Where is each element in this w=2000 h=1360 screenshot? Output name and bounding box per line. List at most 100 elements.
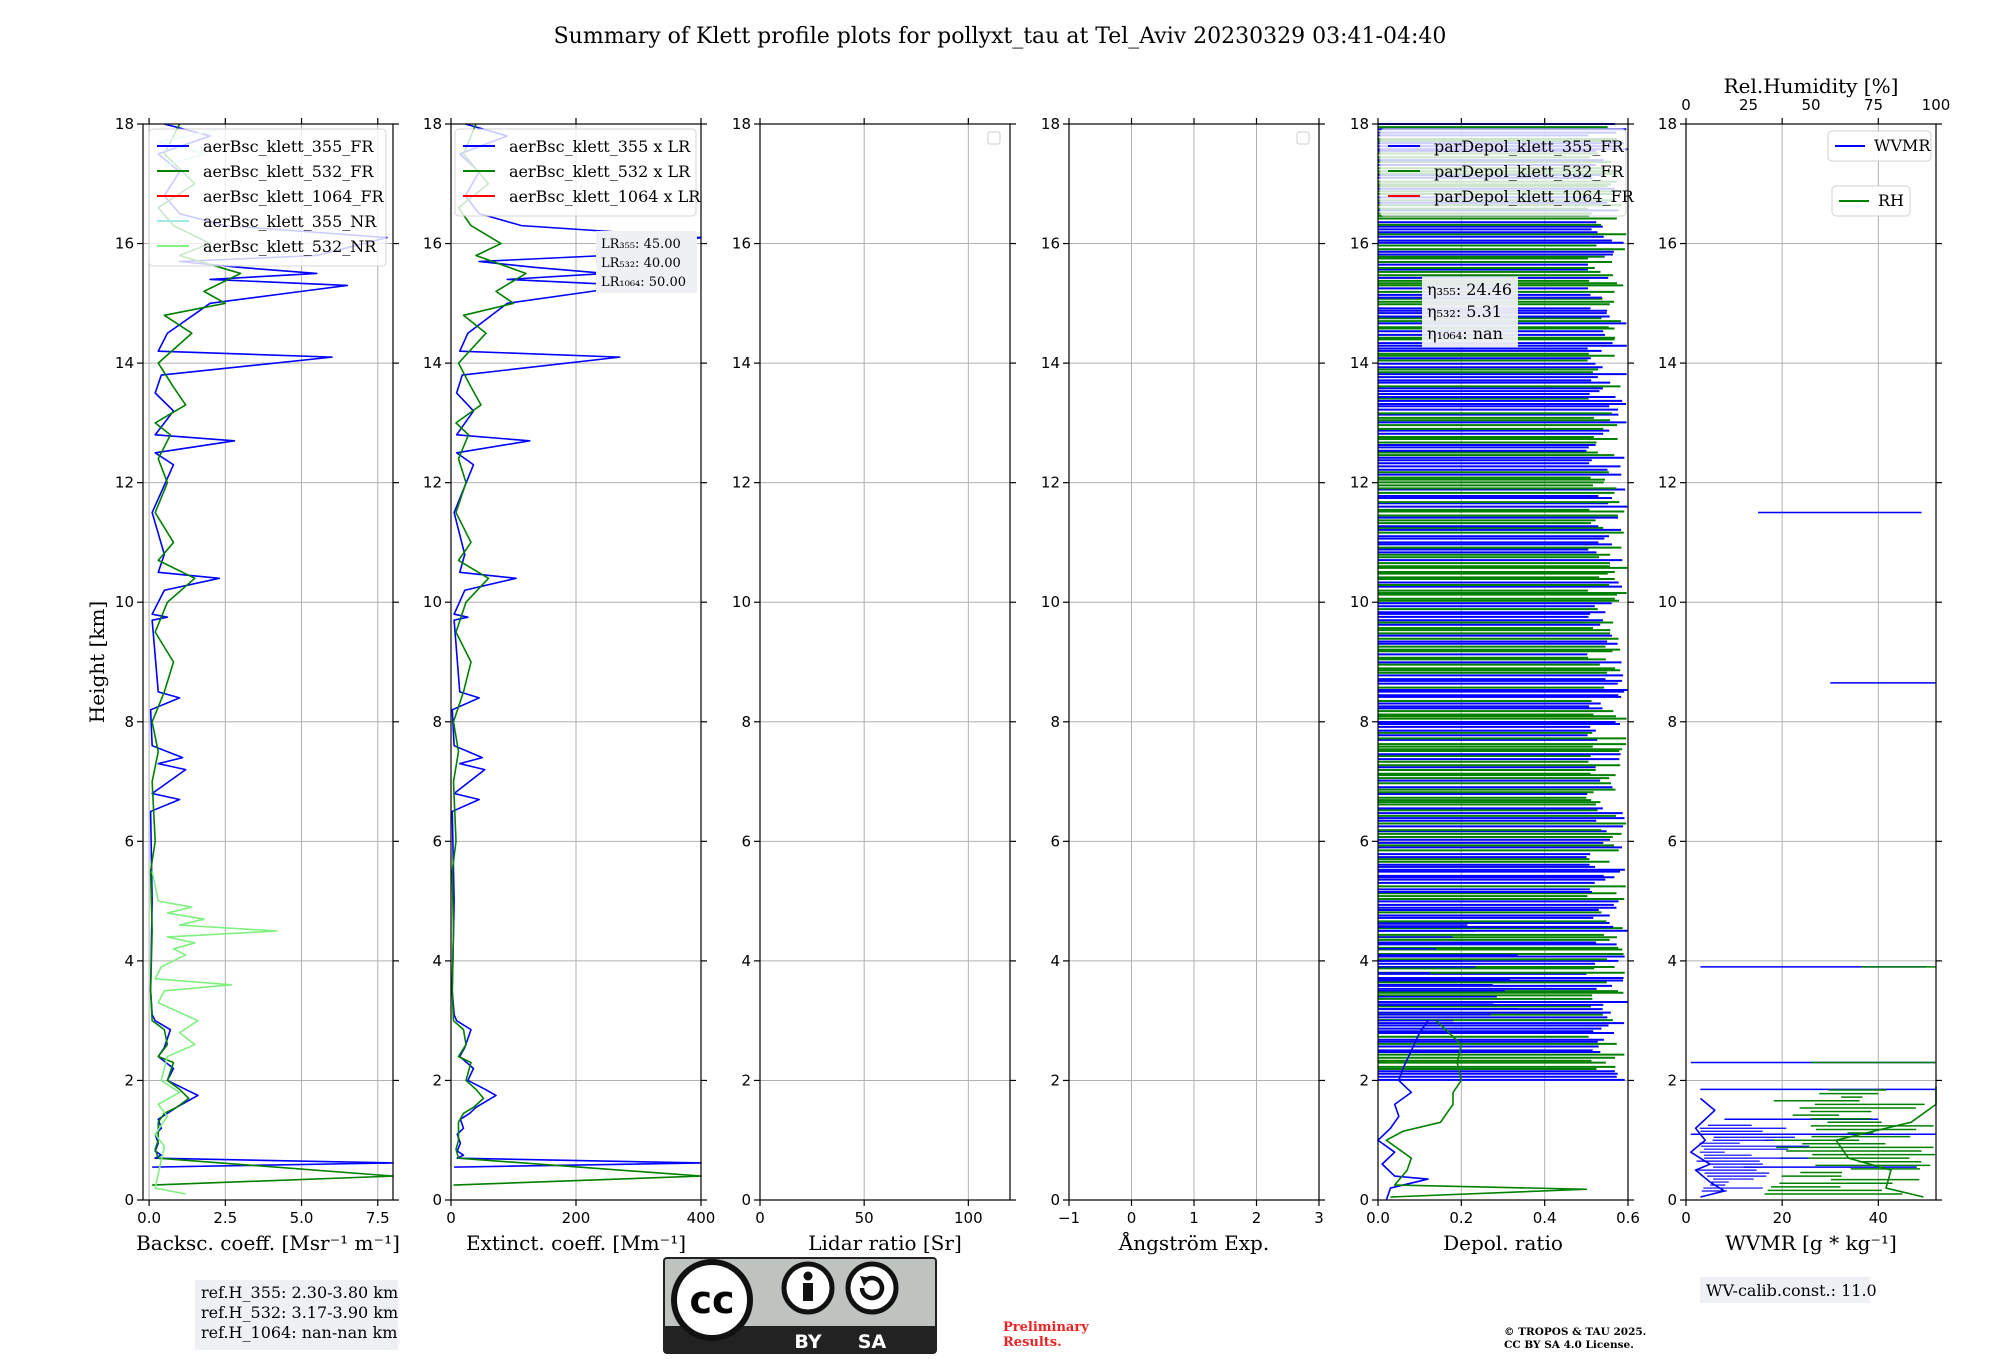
y-tick-label: 12: [423, 474, 442, 492]
y-tick-label: 14: [732, 354, 751, 372]
y-tick-label: 4: [124, 952, 134, 970]
y-tick-label: 2: [741, 1071, 751, 1089]
figure-title: Summary of Klett profile plots for polly…: [554, 24, 1447, 49]
y-tick-label: 14: [423, 354, 442, 372]
x2-axis-label: Rel.Humidity [%]: [1724, 74, 1899, 98]
share-alike-icon: [845, 1261, 899, 1315]
x-tick-label: 40: [1869, 1209, 1888, 1227]
series-aerBsc_klett_532 x LR: [451, 123, 702, 1186]
x-tick-label: 400: [687, 1209, 716, 1227]
x2-tick-label: 0: [1681, 96, 1691, 114]
y-tick-label: 10: [1658, 593, 1677, 611]
axes-frame: [1685, 123, 1937, 1201]
y-tick-label: 12: [115, 474, 134, 492]
panel-bsc: 0 2 4 6 8 10 12 14 16 18 0.0 2.5 5.0 7.5 Backsc. coeff…: [85, 115, 400, 1255]
copyright-line2: CC BY SA 4.0 License.: [1504, 1339, 1634, 1351]
series-aerBsc_klett_532_FR: [149, 123, 394, 1186]
eta-annotation: η₃₅₅: 24.46 η₅₃₂: 5.31 η₁₀₆₄: nan: [1422, 277, 1518, 347]
y-tick-label: 18: [732, 115, 751, 133]
x2-tick-label: 50: [1801, 96, 1820, 114]
y-tick-label: 0: [432, 1191, 442, 1209]
legend-box: [1827, 130, 1932, 162]
copyright-line1: © TROPOS & TAU 2025.: [1504, 1326, 1646, 1338]
y-tick-label: 16: [423, 235, 442, 253]
y-tick-label: 16: [732, 235, 751, 253]
svg-text:cc: cc: [689, 1278, 734, 1322]
legend-label: aerBsc_klett_1064_FR: [203, 187, 385, 206]
y-tick-label: 8: [741, 713, 751, 731]
y-tick-label: 4: [1359, 952, 1369, 970]
legend-box: [148, 128, 387, 267]
y-tick-label: 0: [1667, 1191, 1677, 1209]
cc-by-sa-logo: cc BY SA: [663, 1257, 937, 1354]
y-tick-label: 18: [1041, 115, 1060, 133]
annotation-box: [1422, 277, 1518, 347]
refh-355: ref.H_355: 2.30-3.80 km: [201, 1283, 398, 1302]
y-tick-label: 12: [1658, 474, 1677, 492]
y-tick-label: 8: [1667, 713, 1677, 731]
x-tick-label: 0.6: [1616, 1209, 1640, 1227]
refh-annotation: ref.H_355: 2.30-3.80 km ref.H_532: 3.17-…: [195, 1280, 398, 1350]
y-tick-label: 16: [1658, 235, 1677, 253]
x-tick-label: 0: [446, 1209, 456, 1227]
axes-frame: [759, 123, 1011, 1201]
legend-label: parDepol_klett_1064_FR: [1434, 187, 1635, 206]
y-tick-label: 14: [1350, 354, 1369, 372]
refh-1064: ref.H_1064: nan-nan km: [201, 1323, 397, 1342]
series-parDepol_klett_532_FR: [1385, 1020, 1588, 1198]
lr-annotation-line: LR₁₀₆₄: 50.00: [601, 275, 686, 290]
x-tick-label: 2: [1252, 1209, 1262, 1227]
eta-annotation-line: η₃₅₅: 24.46: [1427, 280, 1512, 299]
x-tick-label: 0: [1681, 1209, 1691, 1227]
y-tick-label: 16: [115, 235, 134, 253]
x-tick-label: 2.5: [213, 1209, 237, 1227]
x-tick-label: 200: [562, 1209, 591, 1227]
y-tick-label: 4: [741, 952, 751, 970]
panel-dep: 0 2 4 6 8 10 12 14 16 18 0.0 0.2 0.4 0.6 Depol. ratio p…: [1350, 115, 1640, 1255]
x-tick-label: 1: [1189, 1209, 1199, 1227]
y-axis-label: Height [km]: [85, 601, 109, 723]
y-tick-label: 12: [1350, 474, 1369, 492]
y-tick-label: 0: [1359, 1191, 1369, 1209]
y-tick-label: 6: [1359, 832, 1369, 850]
legend-label: aerBsc_klett_1064 x LR: [509, 187, 701, 206]
y-tick-label: 6: [1050, 832, 1060, 850]
legend-box: [454, 128, 697, 217]
series-aerBsc_klett_532_NR: [151, 871, 278, 1195]
x2-tick-label: 100: [1922, 96, 1951, 114]
y-tick-label: 8: [124, 713, 134, 731]
x-tick-label: 3: [1314, 1209, 1324, 1227]
series-aerBsc_klett_355_FR: [149, 123, 394, 1168]
cc-circle-icon: [671, 1259, 753, 1341]
x-tick-label: 0: [1127, 1209, 1137, 1227]
x-axis-label: Extinct. coeff. [Mm⁻¹]: [466, 1231, 686, 1255]
empty-legend-box: [987, 131, 1001, 145]
y-tick-label: 4: [1667, 952, 1677, 970]
x-tick-label: 50: [855, 1209, 874, 1227]
axes-frame: [1377, 123, 1629, 1201]
y-tick-label: 12: [732, 474, 751, 492]
x-tick-label: 0: [755, 1209, 765, 1227]
y-tick-label: 18: [1350, 115, 1369, 133]
preliminary-line1: Preliminary: [1003, 1320, 1089, 1335]
y-tick-label: 18: [1658, 115, 1677, 133]
empty-legend-box: [1296, 131, 1310, 145]
x-tick-label: 20: [1773, 1209, 1792, 1227]
wv-calib-annotation: WV-calib.const.: 11.0: [1700, 1277, 1877, 1303]
y-tick-label: 2: [432, 1071, 442, 1089]
x-axis-label: WVMR [g * kg⁻¹]: [1725, 1231, 1897, 1255]
x-tick-label: −1: [1058, 1209, 1080, 1227]
x-tick-label: 0.4: [1533, 1209, 1557, 1227]
y-tick-label: 6: [432, 832, 442, 850]
panel-lr: 0 2 4 6 8 10 12 14 16 18 0 50 100 Lidar ratio [Sr]: [732, 115, 1016, 1255]
x2-tick-label: 75: [1864, 96, 1883, 114]
y-tick-label: 0: [124, 1191, 134, 1209]
legend-label: aerBsc_klett_355 x LR: [509, 137, 691, 156]
y-tick-label: 2: [1667, 1071, 1677, 1089]
legend-label: aerBsc_klett_355_NR: [203, 212, 377, 231]
preliminary-line2: Results.: [1003, 1335, 1062, 1350]
y-tick-label: 8: [1050, 713, 1060, 731]
legend-box: [1379, 128, 1627, 217]
